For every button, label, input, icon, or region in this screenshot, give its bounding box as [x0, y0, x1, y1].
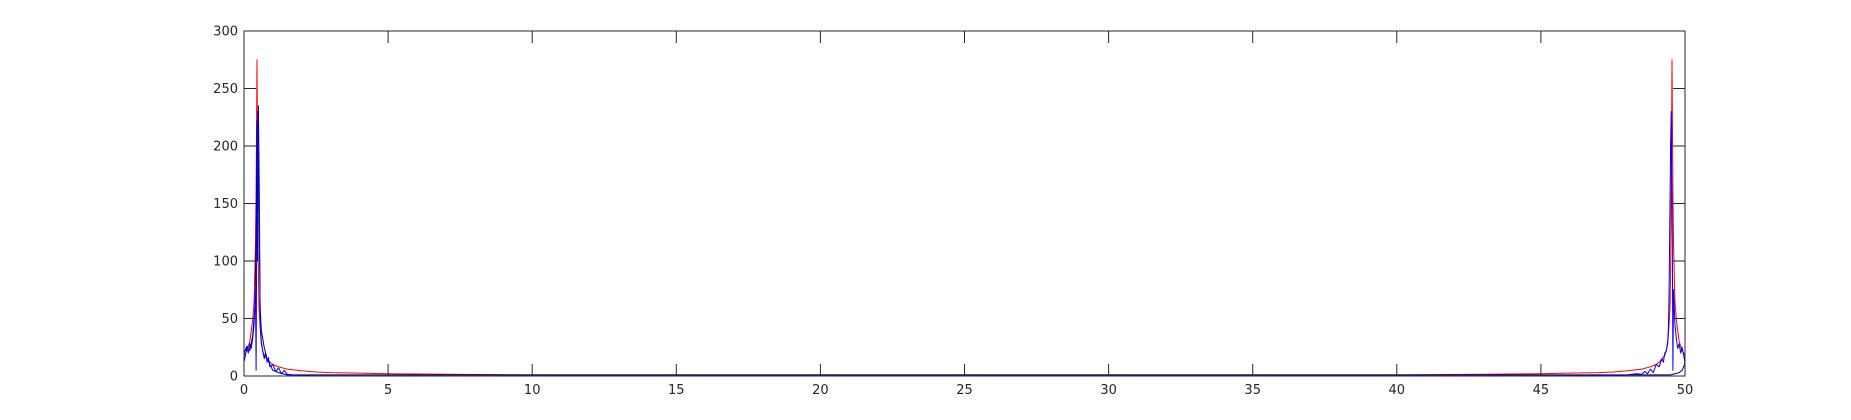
axes-box [243, 30, 1686, 377]
x-tick-label: 25 [956, 383, 973, 398]
x-tick-label: 50 [1677, 383, 1694, 398]
x-tick-label: 45 [1533, 383, 1550, 398]
y-tick-label: 200 [213, 140, 238, 155]
y-tick-label: 50 [221, 312, 238, 327]
x-tick-label: 30 [1100, 383, 1117, 398]
y-tick-label: 0 [230, 370, 238, 385]
y-tick-label: 100 [213, 255, 238, 270]
x-tick-label: 0 [240, 383, 248, 398]
x-tick-label: 40 [1389, 383, 1406, 398]
plot-area [244, 31, 1685, 376]
y-tick-labels: 0 50 100 150 200 250 300 [213, 25, 238, 385]
x-tick-label: 15 [668, 383, 685, 398]
x-tick-label: 35 [1244, 383, 1261, 398]
y-tick-label: 250 [213, 82, 238, 97]
x-tick-label: 20 [812, 383, 829, 398]
tick-layer [243, 30, 1686, 377]
x-tick-labels: 0 5 10 15 20 25 30 35 40 45 50 [240, 383, 1693, 398]
x-tick-label: 5 [384, 383, 392, 398]
y-tick-label: 150 [213, 197, 238, 212]
y-tick-label: 300 [213, 25, 238, 40]
x-tick-label: 10 [524, 383, 541, 398]
